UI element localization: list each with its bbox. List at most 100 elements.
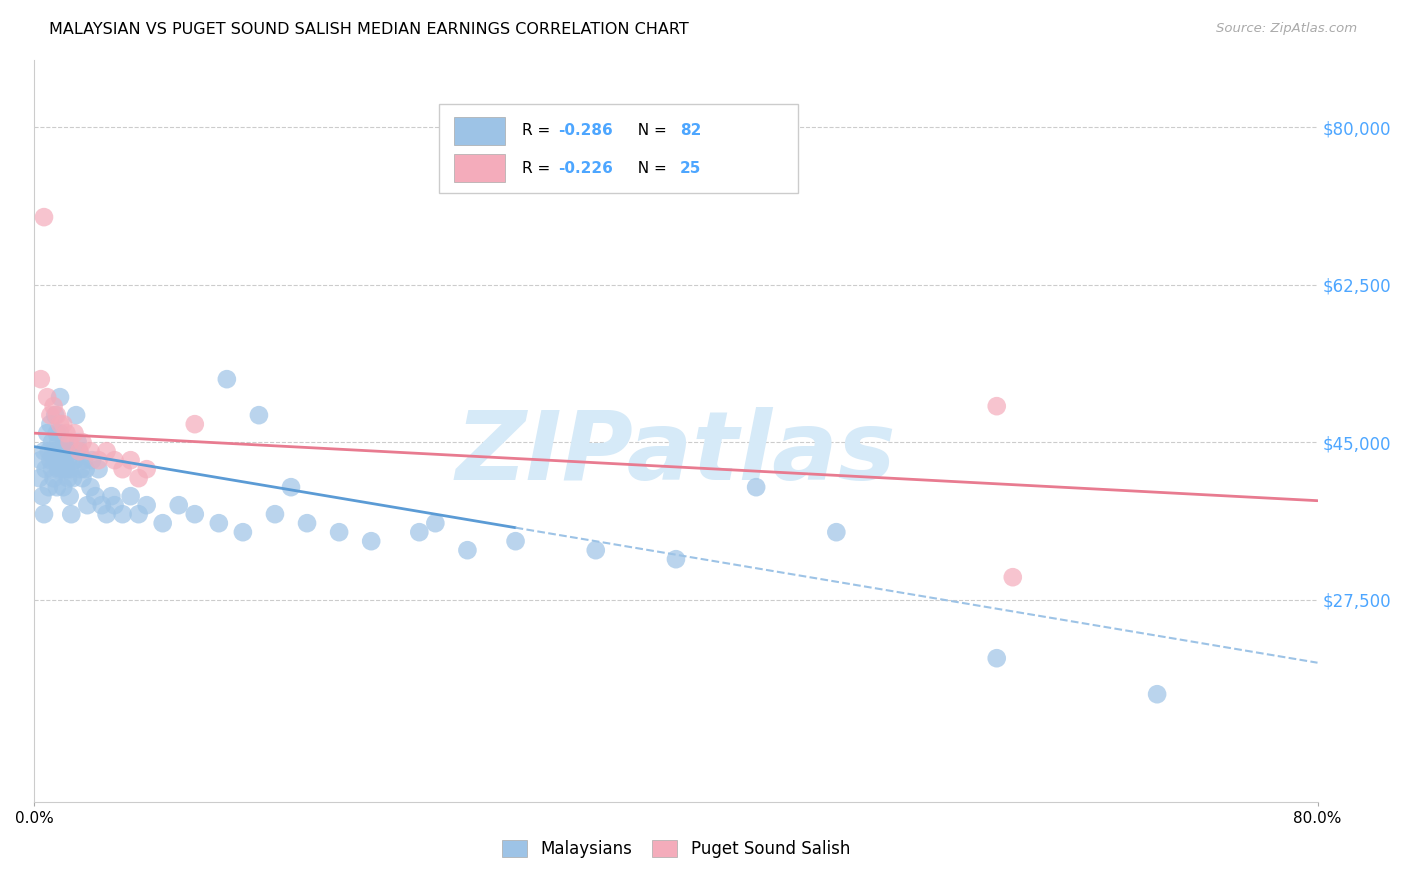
- Point: [41, 462, 63, 476]
- Point: [39, 417, 62, 432]
- Point: [66, 435, 89, 450]
- Point: [825, 525, 848, 540]
- Text: MALAYSIAN VS PUGET SOUND SALISH MEDIAN EARNINGS CORRELATION CHART: MALAYSIAN VS PUGET SOUND SALISH MEDIAN E…: [49, 22, 689, 37]
- Text: N =: N =: [628, 123, 672, 138]
- Point: [87, 453, 110, 467]
- Point: [184, 507, 207, 521]
- Point: [30, 453, 52, 467]
- FancyBboxPatch shape: [439, 104, 797, 194]
- Point: [72, 435, 94, 450]
- Text: R =: R =: [522, 123, 555, 138]
- Point: [59, 435, 82, 450]
- Point: [41, 435, 63, 450]
- Point: [52, 417, 75, 432]
- Point: [75, 462, 97, 476]
- FancyBboxPatch shape: [454, 154, 505, 182]
- FancyBboxPatch shape: [454, 117, 505, 145]
- Point: [87, 462, 110, 476]
- Point: [49, 426, 72, 441]
- Point: [32, 444, 55, 458]
- Text: N =: N =: [628, 161, 672, 176]
- Point: [425, 516, 447, 531]
- Point: [79, 480, 101, 494]
- Point: [31, 489, 53, 503]
- Point: [48, 435, 70, 450]
- Point: [34, 462, 56, 476]
- Point: [55, 426, 77, 441]
- Point: [100, 489, 122, 503]
- Point: [152, 516, 174, 531]
- Point: [56, 453, 79, 467]
- Point: [32, 210, 55, 224]
- Point: [51, 444, 73, 458]
- Point: [1146, 687, 1168, 701]
- Point: [37, 390, 59, 404]
- Point: [63, 453, 86, 467]
- Point: [111, 462, 134, 476]
- Point: [111, 507, 134, 521]
- Point: [135, 498, 157, 512]
- Point: [45, 408, 67, 422]
- Text: -0.286: -0.286: [558, 123, 613, 138]
- Point: [103, 498, 125, 512]
- Point: [84, 489, 107, 503]
- Point: [505, 534, 527, 549]
- Text: ZIPatlas: ZIPatlas: [456, 407, 896, 500]
- Point: [208, 516, 231, 531]
- Point: [45, 480, 67, 494]
- Point: [76, 498, 98, 512]
- Point: [39, 453, 62, 467]
- Point: [37, 426, 59, 441]
- Point: [90, 498, 112, 512]
- Point: [120, 489, 142, 503]
- Point: [73, 453, 96, 467]
- Point: [82, 453, 104, 467]
- Point: [45, 426, 67, 441]
- Legend: Malaysians, Puget Sound Salish: Malaysians, Puget Sound Salish: [495, 833, 856, 864]
- Point: [585, 543, 607, 558]
- Point: [49, 453, 72, 467]
- Point: [39, 408, 62, 422]
- Point: [63, 426, 86, 441]
- Point: [56, 471, 79, 485]
- Point: [55, 444, 77, 458]
- Point: [247, 408, 270, 422]
- Point: [42, 399, 65, 413]
- Point: [67, 444, 90, 458]
- Point: [65, 408, 87, 422]
- Point: [408, 525, 430, 540]
- Point: [328, 525, 350, 540]
- Point: [665, 552, 688, 566]
- Point: [135, 462, 157, 476]
- Point: [986, 399, 1008, 413]
- Point: [55, 462, 77, 476]
- Point: [59, 462, 82, 476]
- Point: [232, 525, 254, 540]
- Point: [51, 462, 73, 476]
- Point: [49, 417, 72, 432]
- Point: [52, 480, 75, 494]
- Point: [72, 471, 94, 485]
- Point: [42, 471, 65, 485]
- Text: 82: 82: [679, 123, 702, 138]
- Point: [986, 651, 1008, 665]
- Text: R =: R =: [522, 161, 555, 176]
- Point: [295, 516, 318, 531]
- Point: [456, 543, 478, 558]
- Point: [70, 462, 93, 476]
- Point: [60, 444, 83, 458]
- Point: [120, 453, 142, 467]
- Point: [52, 453, 75, 467]
- Point: [103, 453, 125, 467]
- Point: [62, 471, 84, 485]
- Point: [745, 480, 768, 494]
- Point: [60, 507, 83, 521]
- Point: [167, 498, 190, 512]
- Point: [264, 507, 287, 521]
- Point: [1001, 570, 1024, 584]
- Point: [128, 471, 150, 485]
- Text: -0.226: -0.226: [558, 161, 613, 176]
- Text: Source: ZipAtlas.com: Source: ZipAtlas.com: [1216, 22, 1357, 36]
- Point: [30, 372, 52, 386]
- Point: [215, 372, 238, 386]
